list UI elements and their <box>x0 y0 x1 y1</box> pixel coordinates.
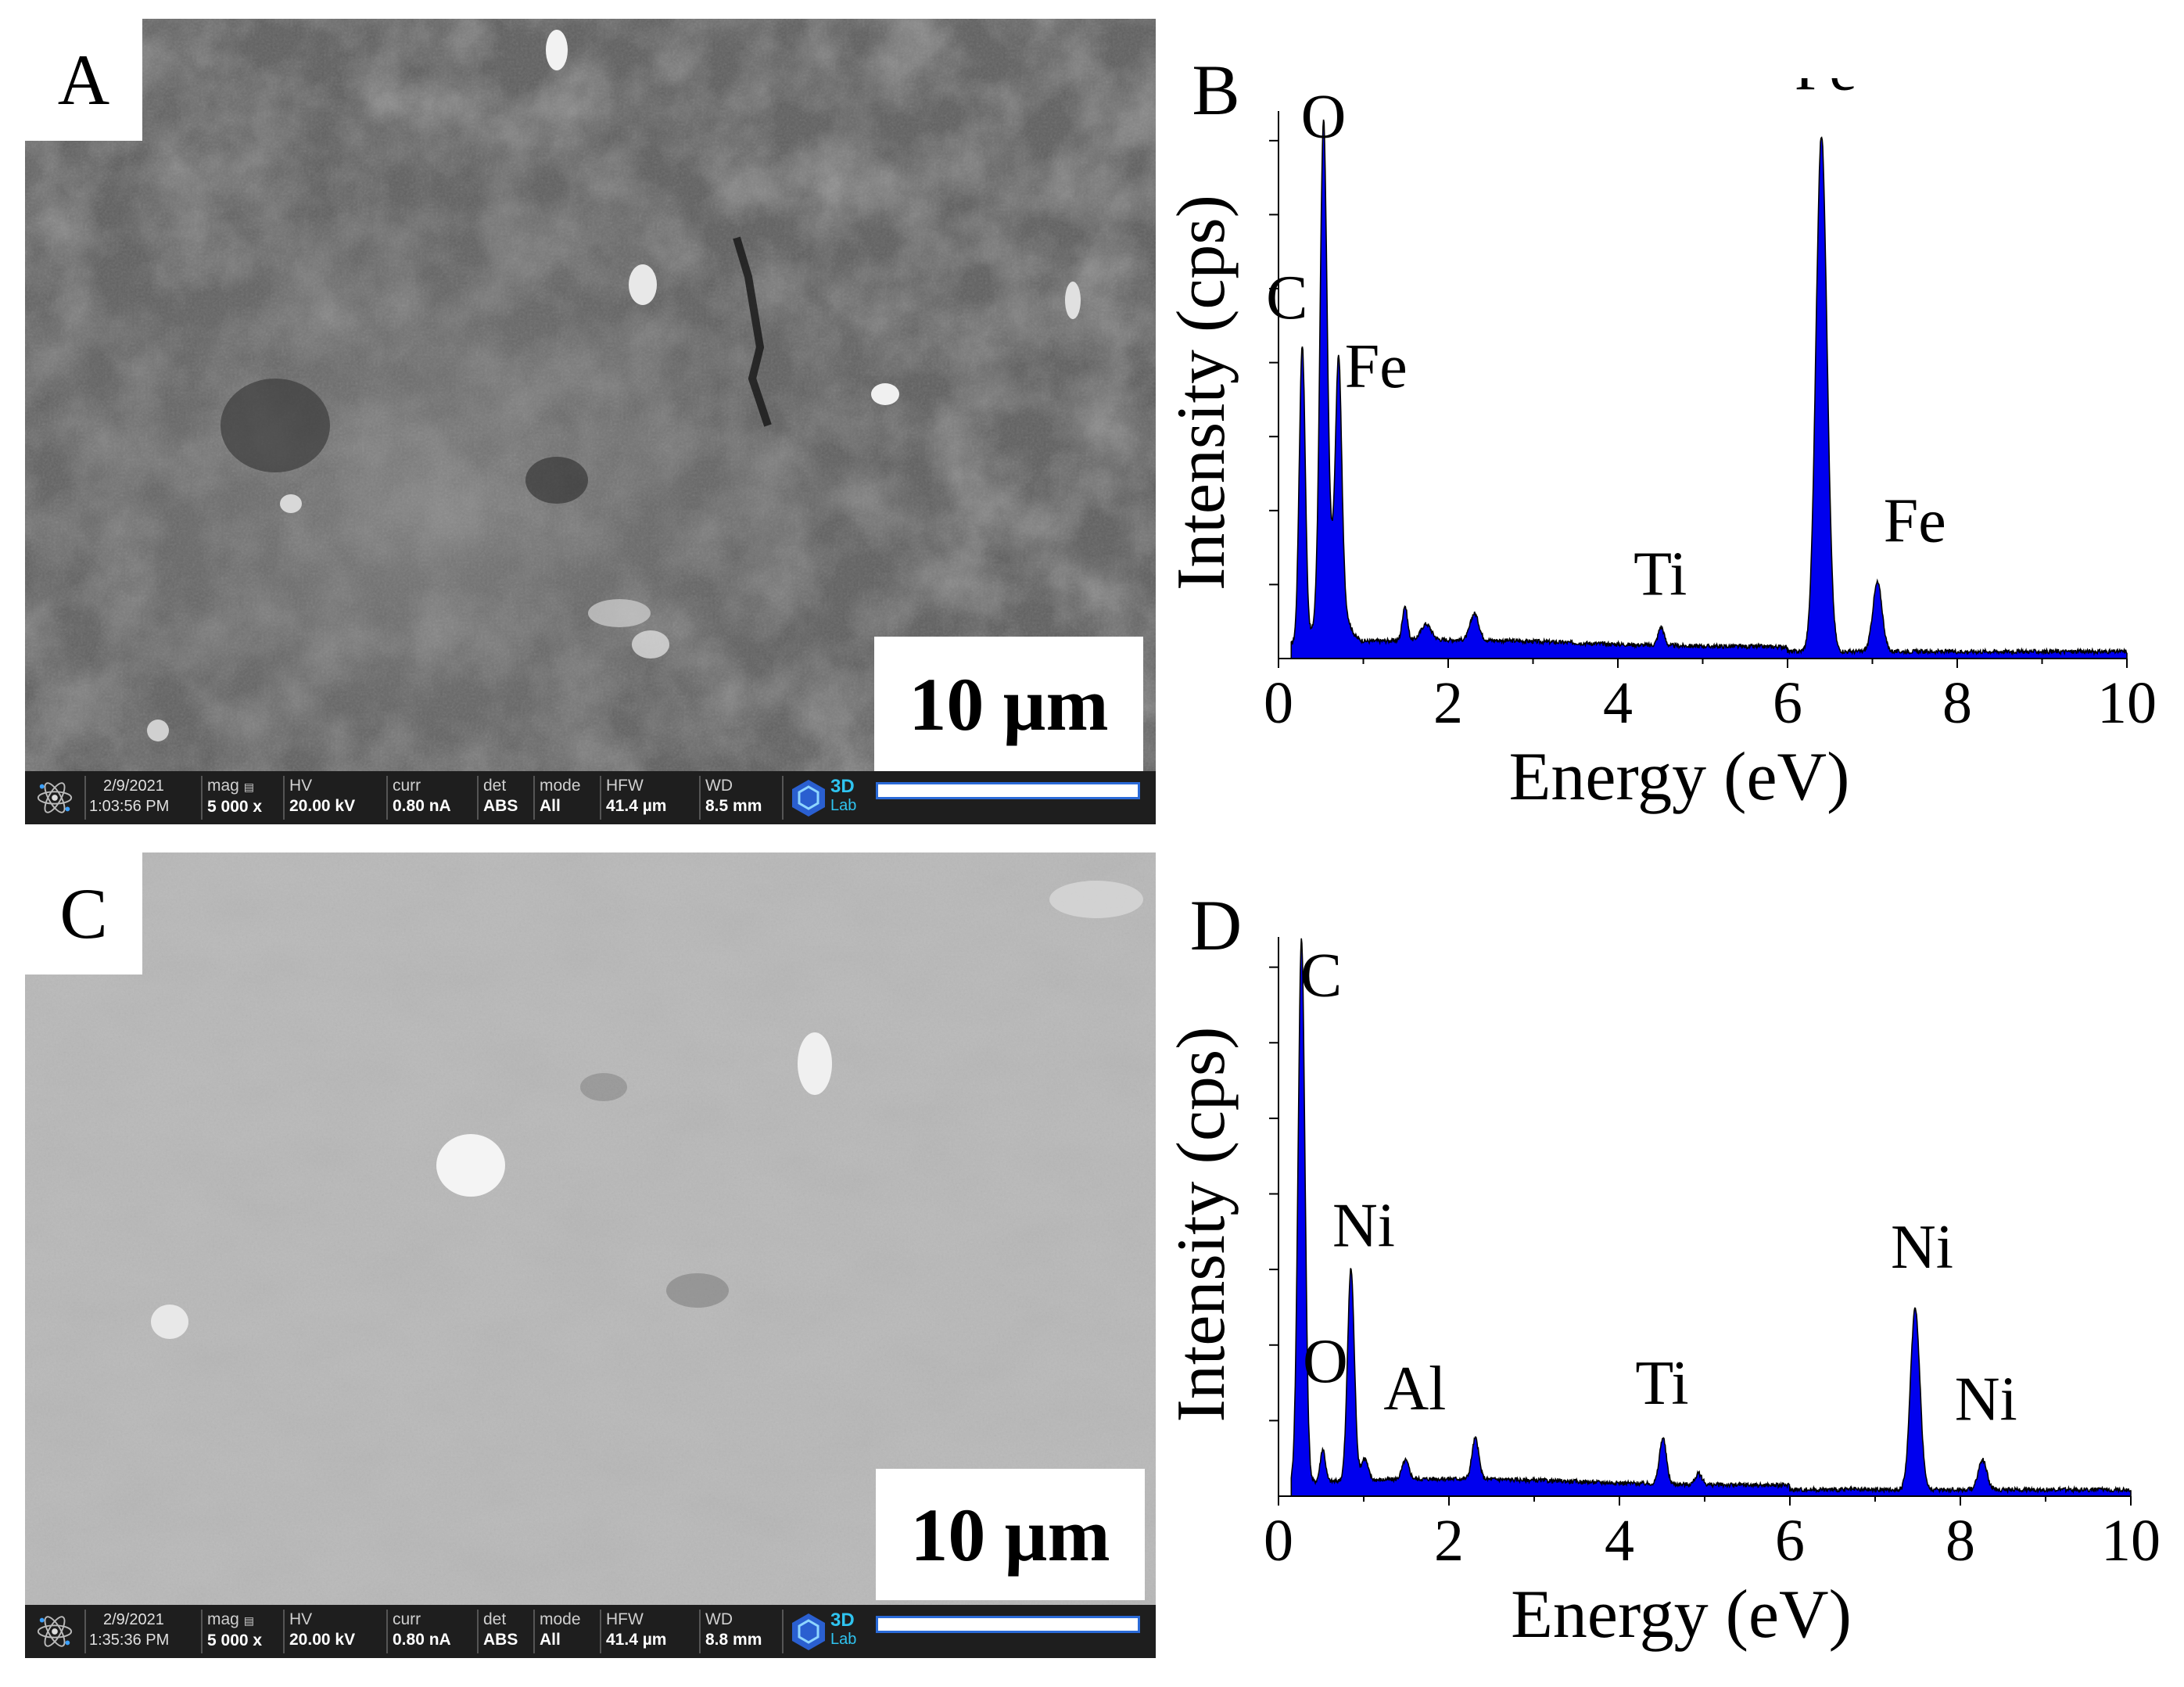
3d-lab-logo-icon <box>792 780 825 817</box>
y-axis-label: Intensity (cps) <box>1164 1027 1239 1423</box>
x-axis-label: Energy (eV) <box>1511 1577 1852 1653</box>
databar-wd: WD 8.5 mm <box>705 777 762 815</box>
y-axis-label: Intensity (cps) <box>1164 195 1239 590</box>
panel-label-a: A <box>25 19 142 141</box>
peak-label-c: C <box>1300 942 1342 1010</box>
scale-bar-label-c: 10 µm <box>876 1469 1145 1600</box>
atom-icon <box>37 782 73 813</box>
peak-label-fe: Fe <box>1795 78 1857 103</box>
databar-hfw: HFW 41.4 µm <box>606 777 667 815</box>
databar-hv: HV 20.00 kV <box>289 1610 356 1649</box>
peak-label-ti: Ti <box>1635 1349 1688 1418</box>
x-tick-label: 0 <box>1264 670 1293 736</box>
eds-spectrum-d: 0 2 4 6 8 10 Energy (eV) Intensity (cps) C Ni O Al T… <box>1164 937 2161 1653</box>
panel-label-d: D <box>1189 885 1243 965</box>
peak-label-o: O <box>1301 83 1347 152</box>
peak-label-ti: Ti <box>1634 540 1687 608</box>
spectrum-area <box>1290 938 2132 1497</box>
peak-label-ni: Ni <box>1955 1366 2017 1434</box>
3d-lab-logo-text: 3D Lab <box>830 1610 857 1649</box>
databar-det: det ABS <box>483 777 518 815</box>
x-tick-label: 0 <box>1264 1508 1293 1574</box>
x-tick-label: 2 <box>1434 1508 1464 1574</box>
databar-scale-bar <box>876 782 1140 799</box>
3d-lab-logo-text: 3D Lab <box>830 776 857 815</box>
databar-datetime: 2/9/2021 1:03:56 PM <box>89 777 170 815</box>
databar-mode: mode All <box>540 777 581 815</box>
peak-label-ni: Ni <box>1891 1213 1953 1282</box>
databar-scale-bar <box>876 1616 1140 1633</box>
sem-texture-c <box>25 852 1156 1658</box>
sem-texture-a <box>25 19 1156 824</box>
peak-label-fe: Fe <box>1884 486 1946 555</box>
x-axis-label: Energy (eV) <box>1509 739 1850 815</box>
databar-mode: mode All <box>540 1610 581 1649</box>
peak-label-al: Al <box>1383 1355 1446 1423</box>
atom-icon <box>37 1616 73 1647</box>
3d-lab-logo-icon <box>792 1613 825 1650</box>
databar-c: 2/9/2021 1:35:36 PM mag ▤ 5 000 x HV 20.… <box>25 1605 1156 1658</box>
x-tick-label: 2 <box>1433 670 1463 736</box>
databar-hv: HV 20.00 kV <box>289 777 356 815</box>
databar-hfw: HFW 41.4 µm <box>606 1610 667 1649</box>
x-tick-label: 10 <box>2097 670 2157 736</box>
sem-image-a: A 10 µm 2/9/2021 1:03:56 PM mag ▤ 5 000 … <box>25 19 1156 824</box>
spectrum-area <box>1290 119 2128 659</box>
x-tick-label: 8 <box>1942 670 1972 736</box>
databar-curr: curr 0.80 nA <box>393 777 451 815</box>
databar-datetime: 2/9/2021 1:35:36 PM <box>89 1611 170 1649</box>
databar-curr: curr 0.80 nA <box>393 1610 451 1649</box>
peak-label-c: C <box>1266 264 1307 332</box>
databar-mag: mag ▤ 5 000 x <box>207 777 263 816</box>
peak-label-fe: Fe <box>1345 332 1408 401</box>
databar-a: 2/9/2021 1:03:56 PM mag ▤ 5 000 x HV 20.… <box>25 771 1156 824</box>
x-tick-label: 4 <box>1603 670 1633 736</box>
peak-label-o: O <box>1303 1327 1348 1396</box>
peak-label-ni: Ni <box>1332 1191 1395 1260</box>
eds-spectrum-b: 0 2 4 6 8 10 Energy (eV) Intensity (cps) O C Fe Ti F… <box>1164 78 2157 815</box>
x-tick-label: 6 <box>1775 1508 1805 1574</box>
x-tick-label: 6 <box>1773 670 1802 736</box>
scale-bar-label-a: 10 µm <box>874 637 1143 771</box>
databar-det: det ABS <box>483 1610 518 1649</box>
databar-mag: mag ▤ 5 000 x <box>207 1610 263 1649</box>
sem-image-c: C 10 µm 2/9/2021 1:35:36 PM mag ▤ 5 000 … <box>25 852 1156 1658</box>
panel-label-b: B <box>1192 50 1240 130</box>
x-tick-label: 8 <box>1946 1508 1975 1574</box>
x-tick-label: 4 <box>1605 1508 1634 1574</box>
panel-label-c: C <box>25 852 142 975</box>
databar-wd: WD 8.8 mm <box>705 1610 762 1649</box>
x-tick-label: 10 <box>2101 1508 2161 1574</box>
